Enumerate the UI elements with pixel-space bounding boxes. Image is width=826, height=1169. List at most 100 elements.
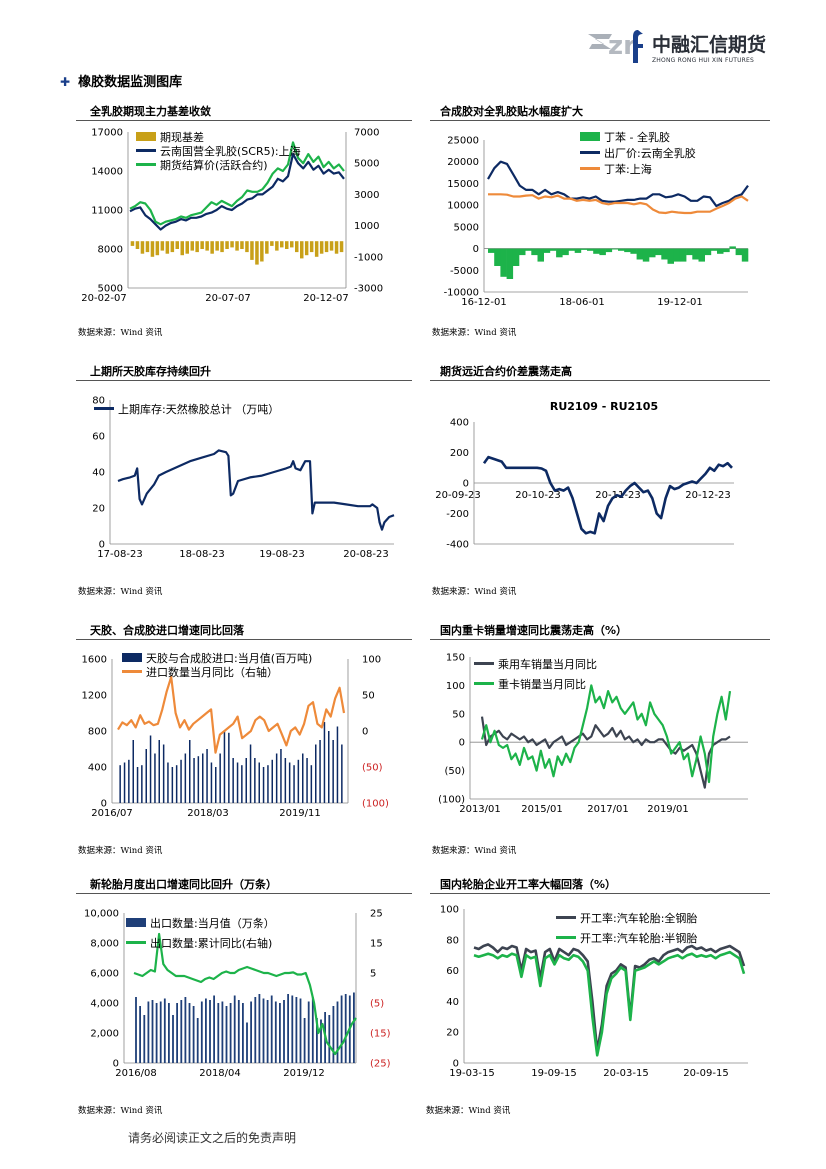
y-tick-label: 5000	[98, 284, 123, 295]
legend-label: 开工率:汽车轮胎:半钢胎	[580, 931, 697, 945]
x-tick-label: 2015/01	[521, 804, 563, 815]
panel-4-source: 数据来源：Wind 资讯	[432, 587, 517, 597]
area-segment	[611, 248, 619, 250]
bar	[233, 995, 236, 1063]
bar	[287, 994, 289, 1063]
y-tick-label: (100)	[438, 795, 465, 806]
area-segment	[655, 248, 662, 256]
bar	[232, 758, 234, 803]
company-logo: zr 中融汇信期货 ZHONG RONG HUI XIN FUTURES	[588, 30, 766, 64]
series-line	[480, 716, 731, 789]
bar	[332, 740, 334, 803]
bar	[290, 241, 294, 248]
bar	[249, 744, 252, 803]
area-segment	[741, 248, 749, 262]
bar	[262, 767, 265, 803]
bar	[165, 241, 170, 254]
logo-company-name: 中融汇信期货	[652, 33, 766, 56]
bar	[123, 762, 126, 803]
legend-label: 出厂价:云南全乳胶	[604, 146, 696, 160]
bar	[341, 744, 343, 803]
chart-imports: 0 400 800 1200 1600 (100) (50) 0 50 100 2016/07 201…	[82, 651, 389, 819]
section-title-text: 橡胶数据监测图库	[78, 75, 183, 90]
y-right-tick-label: 7000	[354, 128, 379, 139]
area-segment	[593, 248, 600, 254]
legend-label: 开工率:汽车轮胎:全钢胎	[580, 911, 697, 925]
bar	[200, 1001, 203, 1063]
bar	[336, 1001, 339, 1063]
bar	[254, 758, 256, 803]
bar	[180, 241, 184, 256]
y-right-tick-label: 100	[362, 655, 381, 666]
legend-label: 期现基差	[160, 130, 204, 144]
area-segment	[723, 248, 730, 253]
series-line	[480, 684, 732, 784]
bar	[215, 241, 219, 251]
bar	[320, 1019, 322, 1063]
panel-5-rule	[76, 639, 412, 640]
bar	[245, 758, 247, 803]
bar	[235, 241, 239, 251]
y-tick-label: 200	[450, 448, 469, 459]
bar	[210, 762, 213, 803]
x-tick-label: 2018/04	[199, 1068, 241, 1079]
panel-5-title: 天胶、合成胶进口增速同比回落	[90, 624, 244, 637]
bar	[139, 1006, 141, 1063]
area-segment	[686, 248, 693, 256]
y-tick-label: -400	[446, 540, 469, 551]
panel-1-rule	[76, 120, 412, 121]
area-segment	[506, 248, 514, 279]
bar	[155, 241, 160, 256]
x-tick-label: 2018/03	[187, 808, 229, 819]
area-segment	[642, 248, 650, 262]
y-tick-label: -10000	[444, 288, 479, 299]
panel-6-title: 国内重卡销量增速同比震荡走高（%）	[440, 624, 628, 637]
bar	[306, 758, 308, 803]
bar	[279, 1003, 281, 1063]
series-line	[482, 455, 733, 535]
x-tick-label: 19-03-15	[449, 1068, 494, 1079]
y-tick-label: 150	[446, 653, 465, 664]
y-tick-label: 1600	[82, 655, 107, 666]
x-tick-label: 2016/07	[91, 808, 133, 819]
area-segment	[512, 248, 520, 266]
legend-swatch	[126, 918, 146, 927]
y-right-tick-label: (100)	[362, 799, 389, 810]
bar	[205, 998, 207, 1063]
bar	[140, 241, 145, 254]
bar	[293, 765, 295, 803]
area-segment	[679, 248, 687, 262]
bar	[285, 241, 289, 249]
bar	[295, 997, 298, 1063]
area-segment	[519, 248, 526, 256]
panel-7-title: 新轮胎月度出口增速同比回升（万条）	[90, 878, 277, 891]
bar	[332, 1006, 335, 1063]
bar	[304, 241, 309, 256]
area-segment	[624, 248, 631, 253]
series-line	[117, 675, 346, 754]
bar	[184, 997, 187, 1063]
panel-3-rule	[76, 380, 412, 381]
bar	[237, 1000, 240, 1063]
series-line	[488, 193, 749, 215]
panel-8-rule	[430, 893, 770, 894]
bar	[149, 735, 152, 803]
bar	[250, 1001, 252, 1063]
bar	[303, 1018, 306, 1063]
bar	[316, 1018, 318, 1063]
x-tick-label: 2019/11	[279, 808, 321, 819]
bar	[175, 765, 178, 803]
y-tick-label: 17000	[91, 128, 123, 139]
series-line	[473, 950, 746, 1057]
bar	[225, 1006, 228, 1063]
bar	[196, 1018, 199, 1063]
bar	[230, 241, 234, 248]
area-segment	[549, 248, 557, 251]
bar	[175, 241, 179, 249]
bar	[265, 241, 269, 254]
y-tick-label: 400	[450, 418, 469, 429]
y-tick-label: 60	[446, 966, 459, 977]
panel-5-source: 数据来源：Wind 资讯	[78, 846, 163, 856]
y-tick-label: 2,000	[90, 1029, 119, 1040]
bar	[340, 995, 343, 1063]
